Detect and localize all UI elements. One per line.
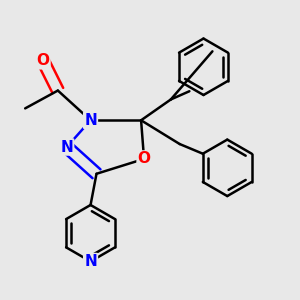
Text: N: N <box>84 113 97 128</box>
Text: O: O <box>138 152 151 166</box>
Text: N: N <box>84 254 97 269</box>
Text: N: N <box>60 140 73 154</box>
Text: O: O <box>37 53 50 68</box>
